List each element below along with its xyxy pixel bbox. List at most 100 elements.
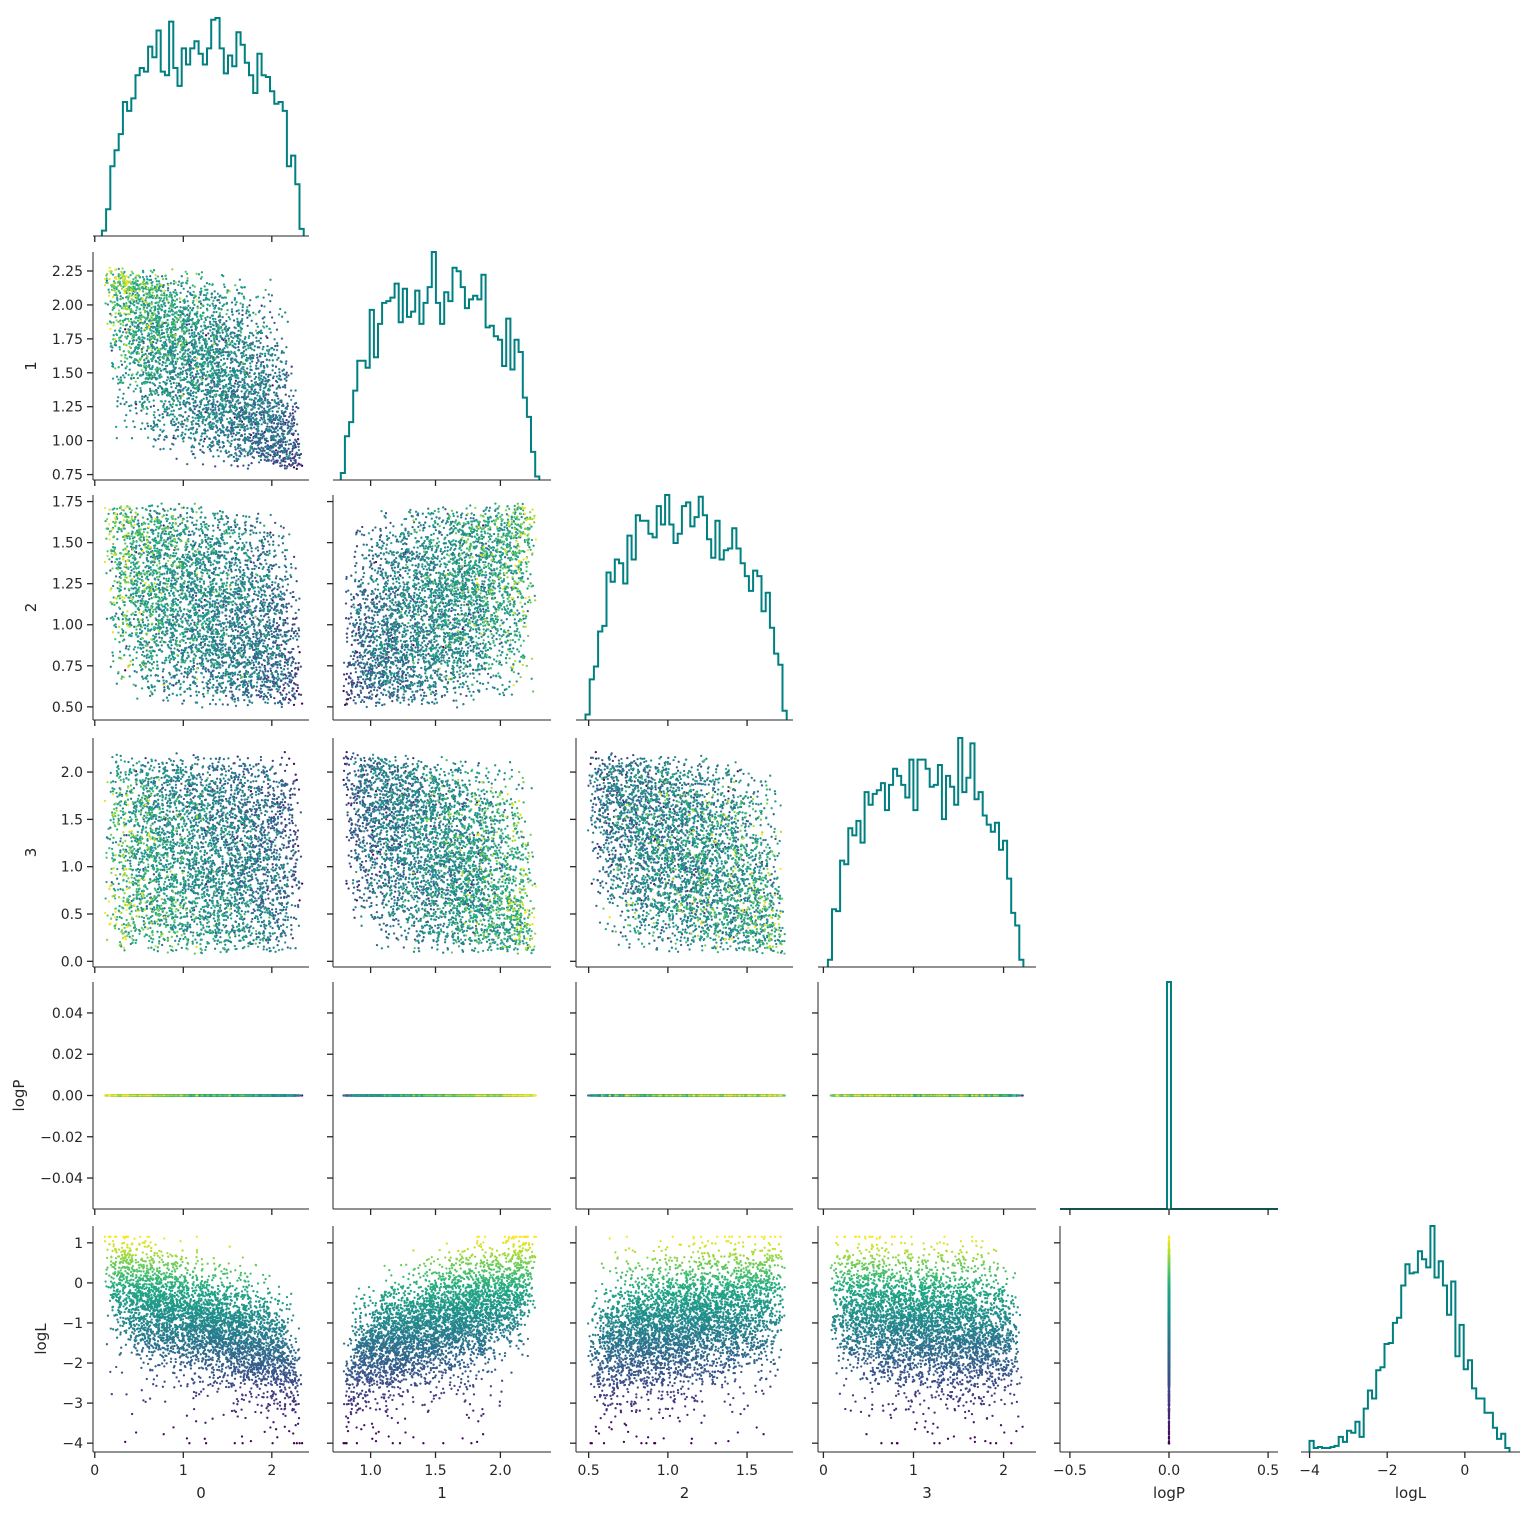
scatter-point bbox=[279, 465, 281, 467]
scatter-point bbox=[296, 464, 298, 466]
scatter-point bbox=[295, 461, 297, 463]
scatter-point bbox=[237, 465, 239, 467]
scatter-point bbox=[279, 462, 281, 464]
scatter-point bbox=[235, 448, 237, 450]
scatter-point bbox=[270, 459, 272, 461]
scatter-point bbox=[285, 394, 287, 396]
scatter-point bbox=[297, 446, 299, 448]
scatter-point bbox=[290, 465, 292, 467]
scatter-point bbox=[294, 439, 296, 441]
scatter-point bbox=[210, 408, 212, 410]
scatter-point bbox=[262, 453, 264, 455]
scatter-point bbox=[199, 449, 201, 451]
scatter-point bbox=[292, 395, 294, 397]
scatter-point bbox=[287, 421, 289, 423]
scatter-point bbox=[291, 366, 293, 368]
scatter-point bbox=[294, 455, 296, 457]
scatter-point bbox=[189, 351, 191, 353]
scatter-point bbox=[274, 345, 276, 347]
scatter-point bbox=[230, 464, 232, 466]
scatter-point bbox=[260, 361, 262, 363]
scatter-point bbox=[231, 435, 233, 437]
scatter-point bbox=[184, 411, 186, 413]
scatter-point bbox=[285, 419, 287, 421]
scatter-point bbox=[250, 380, 252, 382]
scatter-point bbox=[277, 401, 279, 403]
scatter-point bbox=[194, 408, 196, 410]
scatter-point bbox=[261, 305, 263, 307]
scatter-point bbox=[280, 425, 282, 427]
scatter-point bbox=[192, 453, 194, 455]
scatter-point bbox=[275, 449, 277, 451]
scatter-point bbox=[267, 440, 269, 442]
scatter-point bbox=[256, 362, 258, 364]
scatter-point bbox=[275, 366, 277, 368]
scatter-point bbox=[287, 405, 289, 407]
scatter-point bbox=[252, 432, 254, 434]
scatter-point bbox=[158, 414, 160, 416]
scatter-point bbox=[295, 430, 297, 432]
scatter-point bbox=[147, 425, 149, 427]
scatter-point bbox=[292, 406, 294, 408]
scatter-point bbox=[276, 345, 278, 347]
scatter-point bbox=[291, 433, 293, 435]
scatter-point bbox=[247, 467, 249, 469]
scatter-point bbox=[293, 466, 295, 468]
scatter-point bbox=[275, 461, 277, 463]
scatter-point bbox=[291, 453, 293, 455]
scatter-point bbox=[276, 425, 278, 427]
scatter-point bbox=[121, 364, 123, 366]
scatter-point bbox=[237, 346, 239, 348]
scatter-point bbox=[257, 433, 259, 435]
scatter-point bbox=[233, 319, 235, 321]
scatter-point bbox=[242, 464, 244, 466]
scatter-point bbox=[178, 382, 180, 384]
scatter-point bbox=[297, 407, 299, 409]
scatter-point bbox=[226, 358, 228, 360]
scatter-point bbox=[232, 432, 234, 434]
scatter-point bbox=[296, 423, 298, 425]
scatter-point bbox=[260, 459, 262, 461]
scatter-point bbox=[284, 411, 286, 413]
scatter-point bbox=[191, 329, 193, 331]
scatter-point bbox=[298, 443, 300, 445]
scatter-point bbox=[290, 425, 292, 427]
scatter-point bbox=[221, 338, 223, 340]
scatter-point bbox=[284, 461, 286, 463]
scatter-point bbox=[219, 446, 221, 448]
scatter-point bbox=[246, 317, 248, 319]
scatter-point bbox=[288, 395, 290, 397]
scatter-point bbox=[282, 441, 284, 443]
scatter-point bbox=[292, 409, 294, 411]
scatter-point bbox=[269, 402, 271, 404]
scatter-point bbox=[284, 458, 286, 460]
scatter-point bbox=[290, 443, 292, 445]
scatter-point bbox=[285, 444, 287, 446]
scatter-point bbox=[184, 419, 186, 421]
scatter-point bbox=[284, 464, 286, 466]
scatter-point bbox=[204, 438, 206, 440]
scatter-point bbox=[153, 405, 155, 407]
scatter-point bbox=[234, 393, 236, 395]
scatter-point bbox=[219, 387, 221, 389]
scatter-point bbox=[265, 335, 267, 337]
scatter-point bbox=[163, 439, 165, 441]
scatter-point bbox=[214, 465, 216, 467]
scatter-point bbox=[188, 429, 190, 431]
scatter-point bbox=[179, 403, 181, 405]
scatter-point bbox=[298, 463, 300, 465]
scatter-point bbox=[290, 460, 292, 462]
scatter-point bbox=[259, 411, 261, 413]
scatter-point bbox=[269, 454, 271, 456]
scatter-point bbox=[271, 316, 273, 318]
scatter-point bbox=[172, 437, 174, 439]
scatter-point bbox=[292, 412, 294, 414]
scatter-point bbox=[241, 396, 243, 398]
scatter-point bbox=[286, 453, 288, 455]
scatter-point bbox=[263, 408, 265, 410]
scatter-point bbox=[207, 332, 209, 334]
scatter-point bbox=[270, 422, 272, 424]
scatter-point bbox=[241, 314, 243, 316]
scatter-point bbox=[287, 424, 289, 426]
scatter-point bbox=[267, 393, 269, 395]
